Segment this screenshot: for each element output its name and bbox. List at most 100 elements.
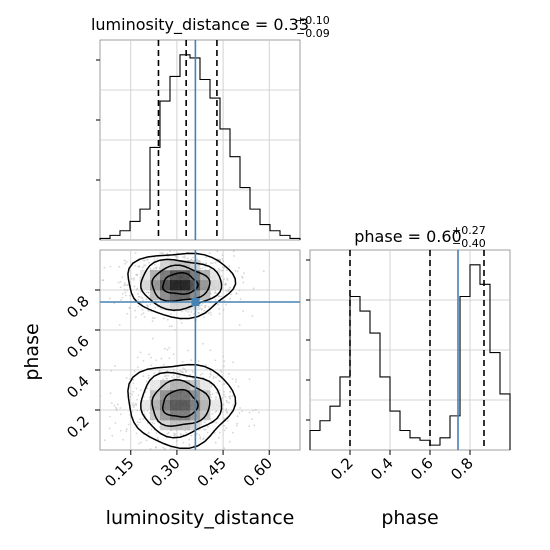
scatter-point bbox=[153, 267, 155, 270]
scatter-point bbox=[87, 265, 89, 267]
contour-line bbox=[161, 388, 199, 418]
scatter-point bbox=[153, 263, 156, 266]
scatter-point bbox=[148, 262, 150, 264]
x-phase-tick-label: 0.8 bbox=[447, 454, 477, 484]
density-cell bbox=[170, 300, 181, 311]
scatter-point bbox=[177, 256, 179, 258]
density-cell bbox=[140, 270, 151, 281]
truth-marker bbox=[191, 298, 200, 306]
scatter-point bbox=[163, 363, 165, 366]
scatter-point bbox=[136, 287, 139, 290]
scatter-point bbox=[168, 357, 171, 360]
scatter-point bbox=[129, 392, 132, 395]
contour-line bbox=[161, 272, 199, 295]
scatter-point bbox=[198, 312, 200, 314]
scatter-point bbox=[91, 434, 93, 436]
truth-lines bbox=[100, 40, 459, 450]
scatter-point bbox=[212, 377, 215, 380]
scatter-point bbox=[229, 391, 232, 393]
scatter-point bbox=[137, 292, 139, 295]
scatter-point bbox=[200, 423, 203, 425]
scatter-point bbox=[167, 431, 170, 434]
scatter-point bbox=[100, 376, 102, 379]
scatter-point bbox=[128, 306, 131, 309]
x-luminosity-distance-tick-label: 0.15 bbox=[101, 454, 137, 490]
density-cell bbox=[180, 290, 191, 301]
scatter-point bbox=[148, 353, 151, 356]
marginal-histograms bbox=[99, 54, 511, 450]
scatter-point bbox=[139, 290, 142, 293]
scatter-point bbox=[218, 389, 221, 392]
scatter-point bbox=[117, 281, 120, 284]
scatter-point bbox=[119, 280, 122, 283]
contour-line bbox=[140, 371, 223, 439]
phase-title-text: phase bbox=[354, 227, 402, 246]
scatter-point bbox=[168, 346, 171, 349]
scatter-point bbox=[164, 375, 166, 378]
x-phase-tick-label: 0.4 bbox=[367, 454, 397, 484]
scatter-point bbox=[155, 266, 157, 269]
scatter-point bbox=[182, 256, 184, 259]
density-cell bbox=[180, 380, 191, 391]
scatter-point bbox=[241, 276, 244, 279]
density-cell bbox=[210, 400, 221, 411]
scatter-point bbox=[124, 284, 127, 286]
scatter-point bbox=[153, 259, 156, 262]
scatter-point bbox=[210, 384, 213, 387]
scatter-point bbox=[203, 421, 206, 423]
scatter-point bbox=[120, 299, 122, 301]
scatter-point bbox=[120, 413, 122, 416]
scatter-point bbox=[214, 290, 217, 292]
scatter-point bbox=[209, 349, 212, 352]
scatter-point bbox=[128, 294, 131, 297]
scatter-point bbox=[203, 309, 206, 312]
scatter-point bbox=[251, 418, 254, 420]
luminosity-distance-title-minus: −0.09 bbox=[296, 27, 330, 40]
density-cell bbox=[180, 270, 191, 281]
scatter-point bbox=[225, 407, 228, 410]
scatter-point bbox=[161, 252, 163, 255]
scatter-point bbox=[164, 447, 166, 450]
scatter-point bbox=[210, 314, 213, 316]
scatter-point bbox=[132, 390, 135, 393]
scatter-point bbox=[236, 415, 239, 418]
scatter-point bbox=[100, 394, 102, 397]
scatter-point bbox=[238, 289, 241, 292]
scatter-point bbox=[133, 279, 135, 281]
scatter-point bbox=[131, 410, 134, 413]
scatter-point bbox=[189, 454, 191, 456]
density-cell bbox=[170, 380, 181, 391]
scatter-point bbox=[214, 398, 217, 401]
density-cell bbox=[150, 280, 161, 291]
scatter-point bbox=[197, 360, 200, 363]
scatter-point bbox=[160, 357, 163, 360]
scatter-point bbox=[166, 452, 168, 454]
scatter-point bbox=[138, 442, 141, 445]
scatter-point bbox=[135, 316, 137, 319]
scatter-point bbox=[253, 424, 256, 427]
scatter-point bbox=[143, 410, 145, 412]
scatter-point bbox=[108, 427, 111, 430]
scatter-point bbox=[223, 383, 226, 385]
scatter-point bbox=[169, 447, 172, 449]
scatter-point bbox=[168, 325, 171, 328]
scatter-point bbox=[217, 303, 220, 306]
scatter-point bbox=[191, 370, 194, 373]
scatter-point bbox=[204, 306, 207, 309]
scatter-point bbox=[223, 425, 226, 427]
scatter-point bbox=[228, 288, 231, 291]
scatter-point bbox=[104, 439, 106, 441]
scatter-point bbox=[126, 312, 129, 315]
scatter-point bbox=[226, 279, 229, 281]
scatter-point bbox=[79, 400, 81, 402]
scatter-point bbox=[175, 440, 178, 442]
y-axis-label-phase: phase bbox=[21, 323, 43, 380]
scatter-point bbox=[123, 284, 126, 287]
scatter-point bbox=[171, 376, 174, 378]
scatter-point bbox=[133, 285, 136, 288]
scatter-point bbox=[123, 259, 126, 262]
scatter-point bbox=[114, 422, 117, 424]
scatter-point bbox=[132, 402, 135, 404]
scatter-point bbox=[208, 252, 211, 255]
